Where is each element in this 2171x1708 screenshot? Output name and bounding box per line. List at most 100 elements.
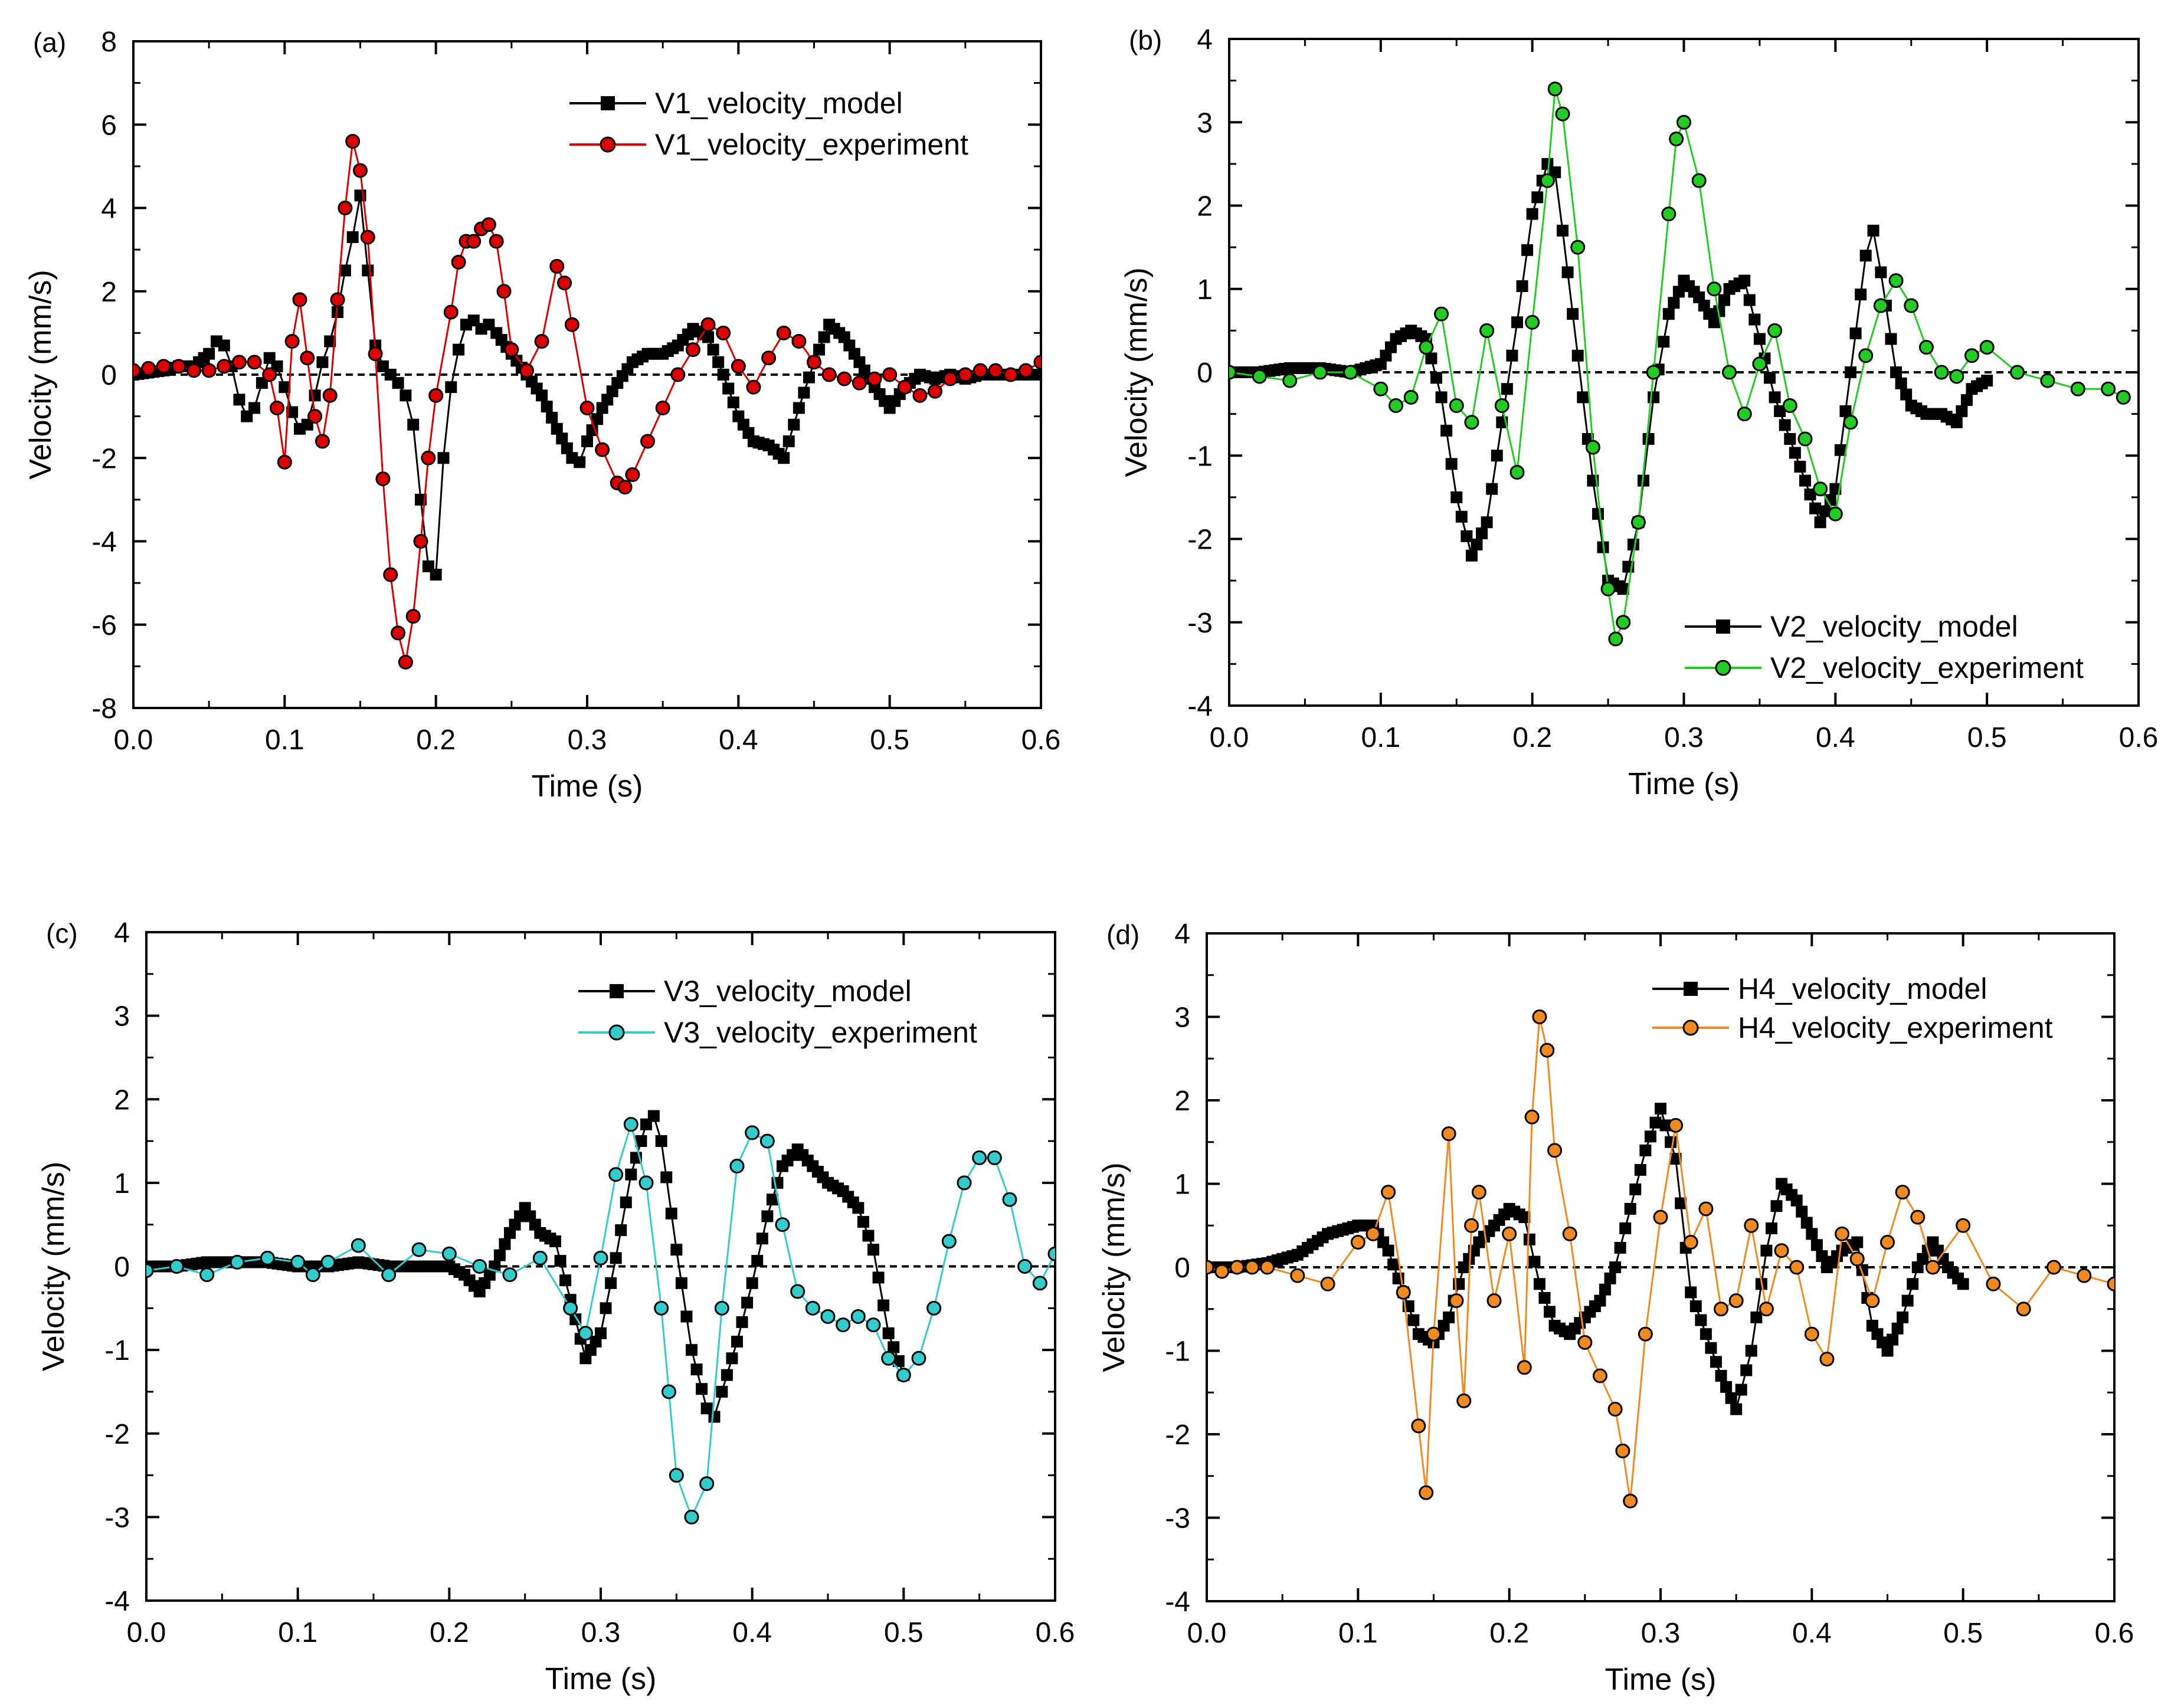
data-point xyxy=(271,360,283,372)
data-point xyxy=(1540,1042,1555,1058)
data-point xyxy=(1524,1109,1540,1125)
data-point xyxy=(640,434,656,449)
data-point xyxy=(1544,1306,1556,1318)
data-point xyxy=(1465,549,1478,562)
data-point xyxy=(1789,1260,1805,1275)
y-tick-label: 4 xyxy=(114,917,130,949)
data-point xyxy=(700,317,716,332)
data-point xyxy=(1533,1278,1545,1290)
data-point xyxy=(867,1244,879,1256)
data-point xyxy=(1685,1286,1697,1299)
data-point xyxy=(1373,381,1389,396)
series-V2_velocity_experiment xyxy=(1229,81,2131,647)
y-tick-label: 0 xyxy=(1174,1253,1190,1284)
data-point xyxy=(1577,1335,1593,1350)
x-axis-title: Time (s) xyxy=(545,1662,657,1696)
x-tick-label: 0.0 xyxy=(1210,722,1249,753)
data-point xyxy=(1381,1185,1396,1200)
data-point xyxy=(942,371,958,386)
data-point xyxy=(1730,1403,1743,1415)
data-point xyxy=(1592,1368,1607,1384)
data-point xyxy=(1839,405,1852,417)
y-tick-label: 0 xyxy=(1197,358,1213,389)
data-point xyxy=(756,1232,768,1245)
data-point xyxy=(818,331,830,343)
data-point xyxy=(472,1259,487,1274)
data-point xyxy=(1753,333,1766,345)
x-tick-label: 0.5 xyxy=(870,724,909,756)
series-V3_velocity_model xyxy=(146,1110,910,1423)
data-point xyxy=(655,401,670,415)
data-point xyxy=(536,389,548,402)
data-point xyxy=(324,335,336,347)
data-point xyxy=(398,654,413,670)
data-point xyxy=(1555,106,1570,122)
data-point xyxy=(625,1168,637,1181)
data-point xyxy=(1796,1205,1808,1218)
legend-label: V3_velocity_experiment xyxy=(664,1016,977,1049)
data-point xyxy=(1619,1222,1632,1234)
panel-label: (c) xyxy=(46,918,78,949)
data-point xyxy=(574,456,586,468)
data-point xyxy=(1449,398,1464,413)
data-point xyxy=(1880,1235,1895,1250)
data-point xyxy=(1979,340,1995,355)
data-point xyxy=(1615,1443,1630,1458)
data-point xyxy=(290,1254,306,1270)
data-point xyxy=(564,317,579,332)
data-point xyxy=(1646,365,1661,380)
data-point xyxy=(1342,365,1358,380)
data-point xyxy=(1585,440,1600,455)
data-point xyxy=(620,1196,632,1208)
data-point xyxy=(1750,1311,1763,1323)
data-point xyxy=(1907,1278,1919,1290)
data-point xyxy=(156,359,171,374)
data-point xyxy=(445,381,457,394)
data-point xyxy=(790,1284,805,1299)
data-point xyxy=(665,1207,677,1219)
data-point xyxy=(1865,1293,1880,1309)
data-point xyxy=(1521,244,1534,256)
data-point xyxy=(1743,294,1756,306)
x-tick-label: 0.2 xyxy=(1512,722,1552,753)
data-point xyxy=(1435,391,1448,404)
data-point xyxy=(203,347,215,360)
data-point xyxy=(1506,349,1518,362)
y-tick-label: 2 xyxy=(1197,191,1213,222)
x-tick-label: 0.3 xyxy=(581,1617,621,1648)
data-point xyxy=(745,1125,760,1140)
data-point xyxy=(1260,1260,1275,1275)
data-point xyxy=(761,1210,774,1222)
data-point xyxy=(2040,373,2055,388)
data-point xyxy=(605,1277,617,1289)
data-point xyxy=(872,1271,885,1284)
x-tick-label: 0.2 xyxy=(430,1617,469,1648)
data-point xyxy=(712,356,725,368)
data-point xyxy=(1629,1183,1642,1195)
data-point xyxy=(654,1300,669,1316)
data-point xyxy=(1698,1201,1714,1217)
data-point xyxy=(1725,1392,1737,1404)
data-point xyxy=(353,163,368,178)
data-point xyxy=(1910,1209,1926,1225)
data-point xyxy=(218,339,230,352)
data-point xyxy=(852,1202,865,1214)
data-point xyxy=(375,471,391,487)
data-point xyxy=(852,375,867,391)
data-point xyxy=(1849,327,1862,340)
y-tick-label: 2 xyxy=(101,277,117,308)
data-point xyxy=(338,201,353,215)
data-point xyxy=(882,367,898,382)
legend-label: V1_velocity_model xyxy=(655,87,903,120)
x-tick-label: 0.6 xyxy=(2095,1618,2134,1649)
legend-marker xyxy=(601,96,615,110)
data-point xyxy=(1570,240,1586,255)
legend-label: V2_velocity_model xyxy=(1770,610,2018,643)
data-layer xyxy=(146,1110,1055,1525)
data-point xyxy=(1366,1226,1381,1241)
data-point xyxy=(1561,266,1574,278)
data-point xyxy=(660,1171,673,1184)
data-point xyxy=(1425,352,1437,365)
data-point xyxy=(441,1246,457,1261)
